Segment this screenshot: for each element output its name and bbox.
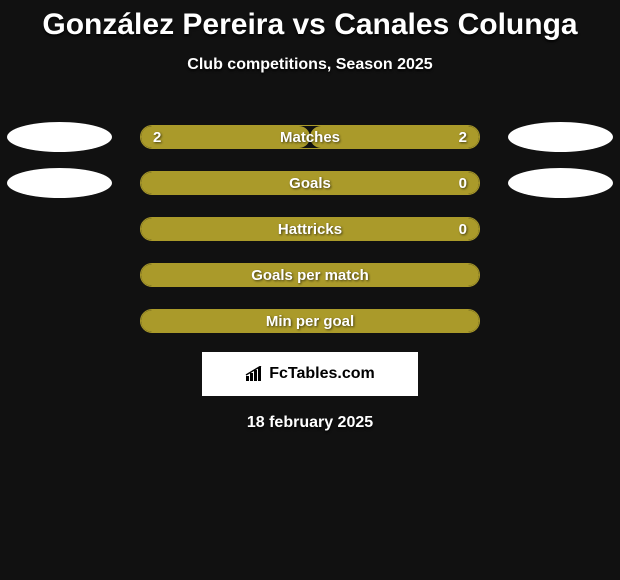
brand-badge: FcTables.com (202, 352, 418, 396)
date-label: 18 february 2025 (0, 414, 620, 432)
brand-text: FcTables.com (269, 365, 375, 383)
brand-chart-icon (245, 366, 265, 382)
stat-bar: Goals per match (140, 263, 480, 287)
stat-label: Goals (141, 172, 479, 194)
stat-bar: 22Matches (140, 125, 480, 149)
player-left-marker (7, 122, 112, 152)
stat-row: Goals per match (0, 252, 620, 298)
stat-label: Min per goal (141, 310, 479, 332)
stat-label: Hattricks (141, 218, 479, 240)
stats-chart: 22Matches 0Goals 0Hattricks Goals per match… (0, 114, 620, 344)
player-left-marker (7, 168, 112, 198)
stat-row: Min per goal (0, 298, 620, 344)
stat-label: Matches (141, 126, 479, 148)
stat-row: 0Goals (0, 160, 620, 206)
stat-bar: 0Hattricks (140, 217, 480, 241)
page-title: González Pereira vs Canales Colunga (0, 8, 620, 42)
stat-row: 0Hattricks (0, 206, 620, 252)
player-right-marker (508, 168, 613, 198)
stat-bar: Min per goal (140, 309, 480, 333)
stat-row: 22Matches (0, 114, 620, 160)
player-right-marker (508, 122, 613, 152)
subtitle: Club competitions, Season 2025 (0, 56, 620, 74)
stat-label: Goals per match (141, 264, 479, 286)
comparison-card: González Pereira vs Canales Colunga Club… (0, 0, 620, 432)
stat-bar: 0Goals (140, 171, 480, 195)
